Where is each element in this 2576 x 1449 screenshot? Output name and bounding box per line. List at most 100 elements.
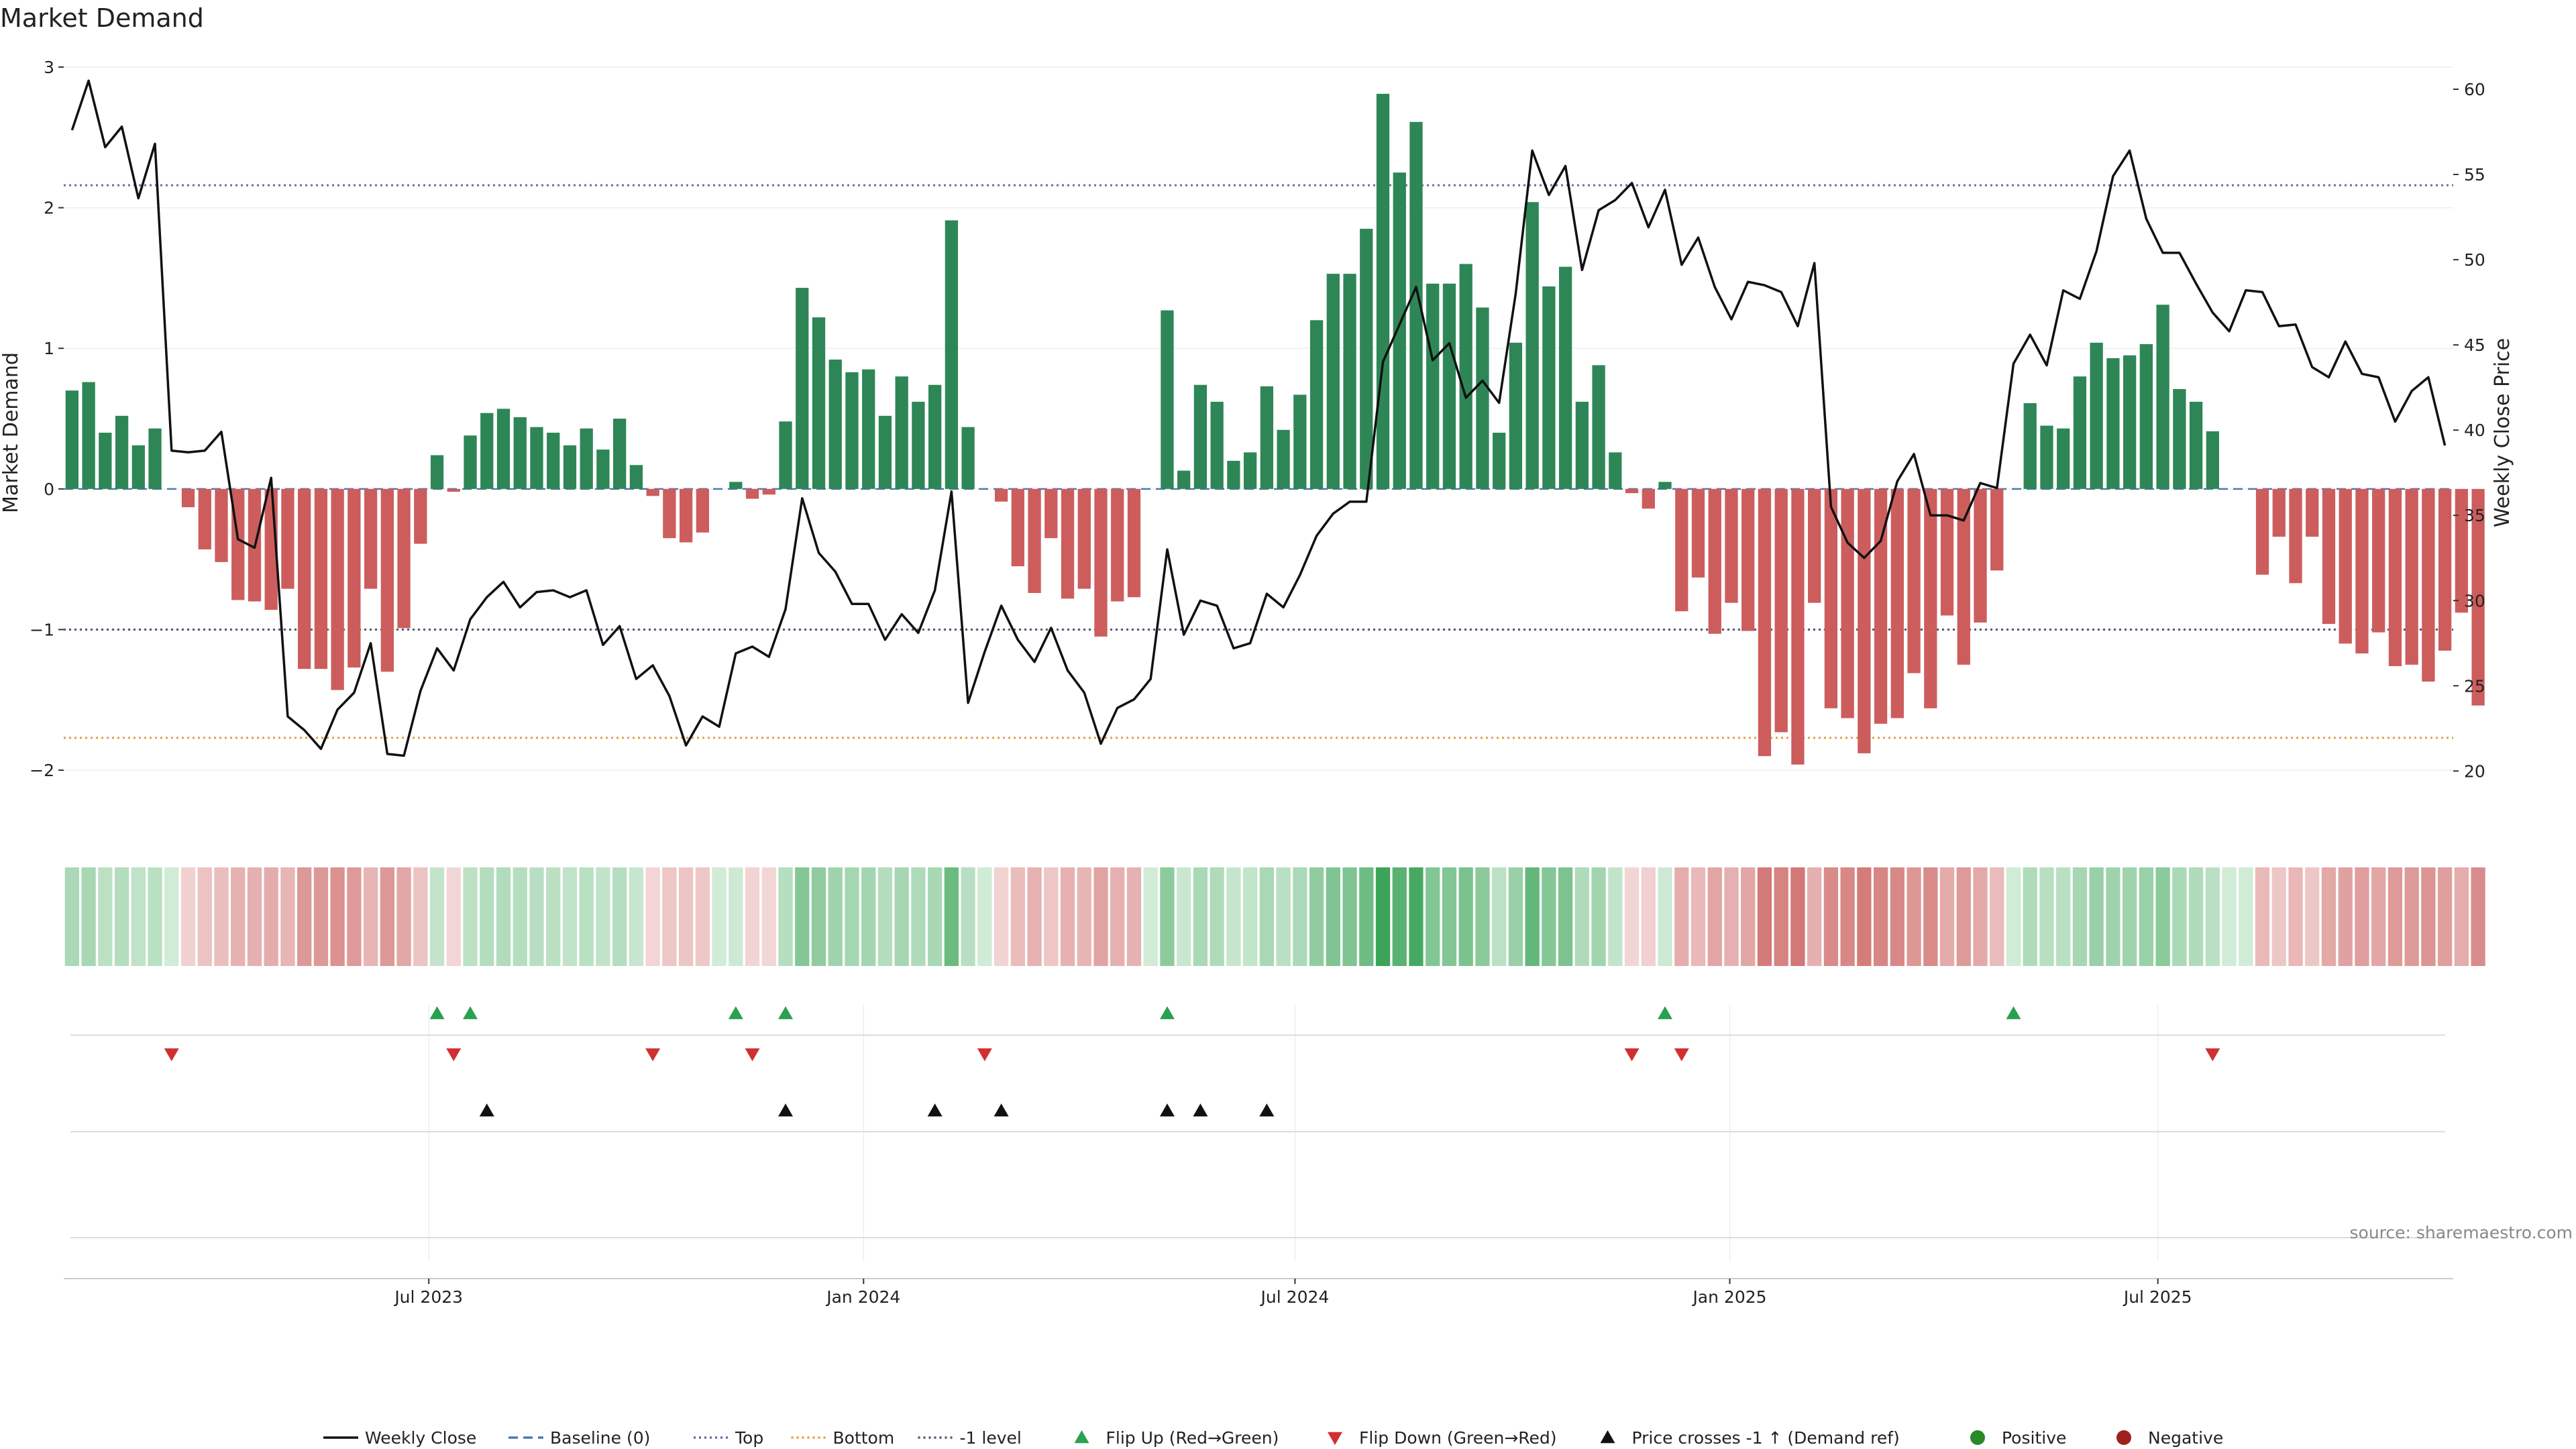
heat-cell xyxy=(98,867,113,966)
heat-cell xyxy=(546,867,561,966)
flip-down-marker xyxy=(645,1048,661,1061)
negative-bar xyxy=(646,488,659,496)
y-axis-label: Market Demand xyxy=(0,352,23,513)
negative-bar xyxy=(663,488,676,539)
heat-cell xyxy=(2404,867,2419,966)
heat-cell xyxy=(1923,867,1938,966)
heat-cell xyxy=(911,867,926,966)
heat-cell xyxy=(2039,867,2054,966)
heat-cell xyxy=(313,867,329,966)
price-line-group xyxy=(70,79,2447,757)
positive-bar xyxy=(2139,343,2153,489)
legend-item: Weekly Close xyxy=(323,1428,476,1448)
heat-cell xyxy=(596,867,610,966)
heat-cell xyxy=(1774,867,1788,966)
heat-cell xyxy=(761,867,776,966)
price-cross-marker xyxy=(479,1104,494,1117)
heat-cell xyxy=(1558,867,1573,966)
heat-cell xyxy=(1939,867,1955,966)
heat-cell xyxy=(2106,867,2121,966)
legend-label: Flip Up (Red→Green) xyxy=(1106,1428,1279,1448)
heat-cell xyxy=(961,867,975,966)
y2-tick-label: 35 xyxy=(2464,506,2485,525)
y-tick-label: 2 xyxy=(44,199,54,218)
negative-bar xyxy=(762,488,775,495)
flip-up-marker xyxy=(2006,1006,2021,1020)
positive-bar xyxy=(2189,401,2203,489)
negative-bar xyxy=(1691,488,1705,578)
heat-cell xyxy=(695,867,710,966)
heat-cell xyxy=(463,867,478,966)
negative-bar xyxy=(1858,488,1871,753)
y-tick-label: 0 xyxy=(44,480,54,499)
heat-cell xyxy=(164,867,179,966)
heat-cell xyxy=(1690,867,1706,966)
heat-cell xyxy=(2072,867,2088,966)
negative-bar xyxy=(1791,488,1805,765)
heat-cell xyxy=(1525,867,1540,966)
heat-cell xyxy=(1143,867,1158,966)
positive-bar xyxy=(2057,428,2070,489)
heat-cell xyxy=(1242,867,1258,966)
negative-bar xyxy=(2272,488,2286,537)
positive-bar xyxy=(1277,429,1290,489)
heat-cell xyxy=(1956,867,1971,966)
negative-bar xyxy=(2306,488,2319,537)
legend-label: Flip Down (Green→Red) xyxy=(1359,1428,1557,1448)
heat-cell xyxy=(363,867,378,966)
demand-bars xyxy=(65,93,2485,765)
heat-cell xyxy=(2239,867,2253,966)
negative-bar xyxy=(1841,488,1854,718)
y2-tick-label: 25 xyxy=(2464,676,2485,696)
heat-cell xyxy=(2387,867,2403,966)
heat-cell xyxy=(1542,867,1556,966)
y-tick-label: 1 xyxy=(44,339,54,358)
legend-item: Baseline (0) xyxy=(508,1428,650,1448)
positive-bar xyxy=(464,435,477,489)
reference-lines xyxy=(64,184,2453,739)
legend-swatch xyxy=(1074,1430,1089,1444)
negative-bar xyxy=(397,488,411,629)
positive-bar xyxy=(2090,342,2103,489)
negative-bar xyxy=(314,488,328,669)
heat-cell xyxy=(1790,867,1805,966)
legend-label: Negative xyxy=(2148,1428,2223,1448)
heat-cell xyxy=(877,867,893,966)
positive-bar xyxy=(1442,283,1456,489)
heat-cell xyxy=(529,867,544,966)
negative-bar xyxy=(1675,488,1688,612)
y2-tick-label: 55 xyxy=(2464,165,2485,184)
heat-cell xyxy=(2437,867,2453,966)
legend-swatch xyxy=(1600,1430,1615,1444)
negative-bar xyxy=(1824,488,1838,708)
heat-cell xyxy=(2471,867,2485,966)
negative-bar xyxy=(1758,488,1772,757)
positive-bar xyxy=(131,445,145,489)
heat-cell xyxy=(1508,867,1523,966)
heat-cell xyxy=(2271,867,2286,966)
negative-bar xyxy=(1890,488,1904,718)
heat-cell xyxy=(264,867,278,966)
negative-bar xyxy=(2289,488,2302,584)
negative-bar xyxy=(331,488,344,690)
heat-cell xyxy=(1741,867,1756,966)
price-cross-marker xyxy=(778,1104,794,1117)
heat-cell xyxy=(861,867,876,966)
positive-bar xyxy=(828,360,842,489)
positive-bar xyxy=(513,417,527,489)
positive-bar xyxy=(1409,121,1423,489)
heat-cell xyxy=(413,867,428,966)
heat-cell xyxy=(629,867,644,966)
negative-bar xyxy=(1808,488,1821,603)
heat-cell xyxy=(64,867,80,966)
heat-cell xyxy=(429,867,445,966)
positive-bar xyxy=(65,390,79,489)
heat-cell xyxy=(1492,867,1507,966)
negative-bar xyxy=(298,488,311,669)
heat-cell xyxy=(1823,867,1839,966)
heat-cell xyxy=(1641,867,1656,966)
negative-bar xyxy=(2422,488,2435,682)
legend-label: Weekly Close xyxy=(365,1428,476,1448)
heat-cell xyxy=(1591,867,1606,966)
grid xyxy=(64,66,2453,1261)
